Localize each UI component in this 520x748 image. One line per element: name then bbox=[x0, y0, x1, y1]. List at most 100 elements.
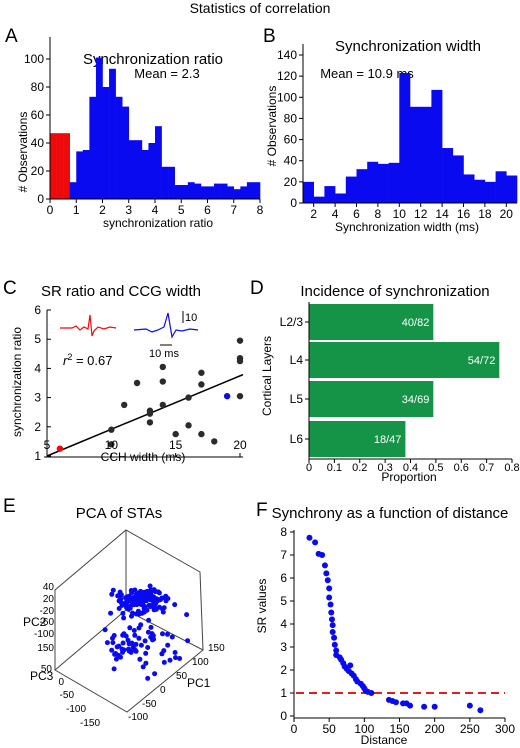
panel-a-xtick-label: 7 bbox=[230, 203, 237, 217]
panel-f-point bbox=[331, 634, 338, 641]
panel-e-point bbox=[131, 628, 137, 633]
panel-e-point bbox=[152, 671, 158, 677]
panel-e-point bbox=[145, 645, 151, 650]
panel-e-point bbox=[138, 588, 144, 594]
panel-a-bar-red bbox=[63, 133, 70, 199]
panel-b-bar bbox=[463, 174, 475, 203]
panel-c-point bbox=[185, 422, 192, 429]
panel-d-category-label: L6 bbox=[290, 432, 304, 446]
panel-f-point bbox=[347, 662, 354, 669]
panel-c-point bbox=[108, 441, 115, 448]
panel-c-scale-y-label: 10 bbox=[185, 312, 197, 324]
panel-e-point bbox=[146, 602, 152, 608]
panel-c-point bbox=[185, 394, 192, 401]
panel-a-bar-red bbox=[50, 133, 57, 199]
panel-c-scale-x-label: 10 ms bbox=[149, 348, 179, 360]
panel-f-xtick-label: 150 bbox=[389, 722, 409, 736]
panel-f-ylabel: SR values bbox=[255, 579, 269, 634]
panel-e-point bbox=[163, 593, 169, 599]
panel-e-point bbox=[111, 666, 117, 672]
panel-a-bar-blue bbox=[200, 186, 208, 199]
panel-e-pc1-tick: -100 bbox=[128, 712, 148, 723]
panel-a-bar-blue bbox=[240, 186, 248, 199]
panel-c-point bbox=[198, 430, 205, 438]
panel-c-regression-line bbox=[46, 373, 244, 457]
panel-f-point bbox=[421, 703, 428, 710]
figure-title: Statistics of correlation bbox=[190, 0, 331, 16]
panel-b-bar bbox=[324, 186, 336, 203]
panel-b-bar bbox=[335, 193, 347, 203]
panel-a-bar-blue bbox=[155, 126, 162, 199]
panel-a-bar-blue bbox=[102, 87, 110, 199]
panel-a-bar-blue bbox=[161, 166, 169, 199]
panel-e-pc3-tick: 50 bbox=[41, 664, 53, 675]
panel-e-point bbox=[119, 646, 125, 652]
panel-c: C SR ratio and CCG width synchronization… bbox=[3, 278, 247, 464]
panel-b-ytick-label: 140 bbox=[277, 48, 297, 62]
panel-e-point bbox=[172, 650, 178, 655]
panel-f-ytick-label: 6 bbox=[280, 571, 287, 585]
panel-b-ylabel: # Observations bbox=[265, 86, 279, 167]
panel-e-point bbox=[156, 590, 162, 596]
panel-a-bar-blue bbox=[135, 140, 143, 199]
panel-e-point bbox=[143, 660, 149, 666]
panel-e-point bbox=[156, 597, 162, 603]
panel-f-point bbox=[392, 699, 399, 706]
panel-a-xtick-label: 1 bbox=[73, 203, 80, 217]
panel-a-bar-blue bbox=[69, 182, 77, 199]
panel-b-ytick-label: 20 bbox=[284, 175, 298, 189]
panel-f-point bbox=[466, 702, 473, 709]
panel-e-point bbox=[142, 604, 148, 610]
panel-d-xtick-label: 0.3 bbox=[377, 462, 392, 474]
panel-a-ylabel: # Observations bbox=[16, 112, 30, 193]
panel-a-bar-blue bbox=[109, 68, 116, 199]
panel-c-point bbox=[198, 369, 205, 376]
panel-e-pc1-tick: 150 bbox=[208, 643, 225, 654]
panel-a-letter: A bbox=[5, 26, 18, 47]
panel-c-title: SR ratio and CCG width bbox=[41, 283, 201, 300]
panel-e-cube bbox=[54, 529, 204, 713]
panel-a-bar-blue bbox=[207, 186, 215, 199]
panel-d-xtick-label: 0.5 bbox=[428, 462, 443, 474]
panel-f-point bbox=[407, 702, 414, 709]
panel-e-pc3-tick: -150 bbox=[80, 718, 100, 729]
panel-b-xtick-label: 10 bbox=[393, 207, 407, 221]
panel-c-point bbox=[146, 419, 154, 426]
panel-f-point bbox=[329, 629, 336, 636]
panel-a-bar-blue bbox=[174, 185, 182, 199]
panel-a-bar-blue bbox=[76, 151, 84, 199]
panel-e-pc1-tick: 100 bbox=[192, 657, 209, 668]
panel-d-bar bbox=[309, 342, 500, 378]
panel-a-bar-blue bbox=[233, 189, 241, 199]
panel-e-point bbox=[115, 593, 121, 599]
panel-d-bar bbox=[309, 421, 406, 457]
panel-e-point bbox=[167, 657, 173, 663]
panel-e-point bbox=[140, 664, 146, 670]
panel-b-mean: Mean = 10.9 ms bbox=[320, 66, 414, 81]
panel-d-xtick-label: 0.1 bbox=[327, 462, 342, 474]
panel-f-point bbox=[306, 534, 313, 541]
panel-d-xlabel: Proportion bbox=[381, 470, 436, 484]
panel-e-title: PCA of STAs bbox=[76, 505, 162, 522]
panel-c-point bbox=[172, 430, 179, 438]
panel-a-xlabel: synchronization ratio bbox=[103, 216, 213, 230]
panel-a-bar-blue bbox=[148, 143, 156, 199]
panel-f-point bbox=[331, 641, 338, 648]
panel-f-ytick-label: 1 bbox=[280, 686, 287, 700]
panel-d-xtick-label: 0.4 bbox=[403, 462, 418, 474]
panel-d-bar-label: 54/72 bbox=[468, 355, 496, 367]
panel-e-point bbox=[118, 654, 123, 660]
panel-a-bar-blue bbox=[181, 185, 189, 199]
panel-b-bar bbox=[506, 175, 518, 203]
panel-e-point bbox=[145, 675, 151, 681]
panel-f-ytick-label: 0 bbox=[280, 709, 287, 723]
panel-f-xlabel: Distance bbox=[361, 733, 408, 747]
panel-e-point bbox=[137, 656, 143, 662]
panel-e-point bbox=[112, 651, 118, 657]
panel-c-point bbox=[146, 407, 154, 414]
panel-f-ytick-label: 2 bbox=[280, 663, 287, 677]
panel-a-mean: Mean = 2.3 bbox=[134, 66, 199, 81]
panel-e-pc2-label: PC2 bbox=[23, 615, 47, 629]
panel-b-xtick-label: 14 bbox=[435, 207, 449, 221]
panel-e-point bbox=[163, 598, 169, 604]
